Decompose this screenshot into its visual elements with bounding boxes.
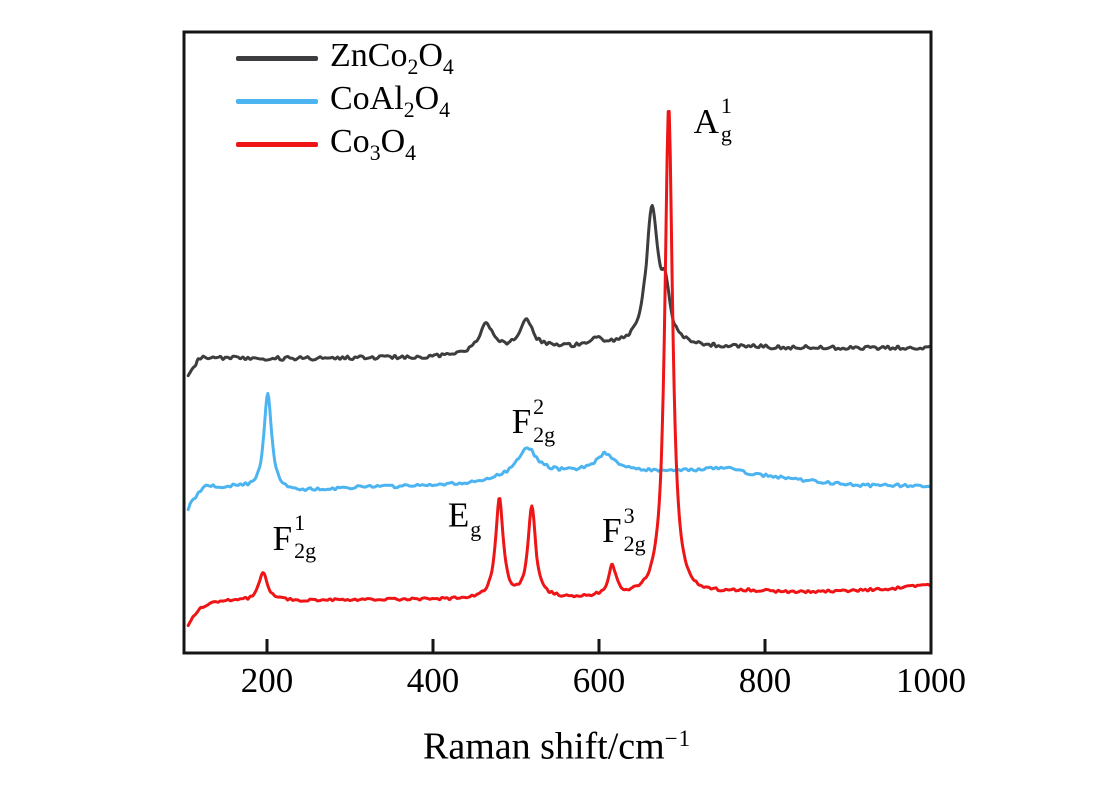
x-tick-label-200: 200 bbox=[240, 661, 294, 700]
legend-item-CoAl2O4: CoAl2O4 bbox=[236, 79, 454, 122]
peak-label-F32g: F 3 2g bbox=[602, 502, 646, 556]
legend-item-Co3O4: Co3O4 bbox=[236, 122, 454, 165]
peak-label-symbol: F bbox=[602, 511, 622, 551]
peak-label-symbol: F bbox=[511, 402, 532, 442]
peak-label-F12g: F 1 2g bbox=[272, 510, 317, 564]
legend: ZnCo2O4 CoAl2O4 Co3O4 bbox=[236, 36, 454, 165]
legend-label: ZnCo2O4 bbox=[330, 36, 454, 79]
legend-label: Co3O4 bbox=[330, 122, 416, 165]
peak-label-F22g: F 2 2g bbox=[511, 393, 556, 447]
peak-label-symbol: F bbox=[272, 518, 293, 558]
peak-label-scripts: 2 2g bbox=[533, 393, 556, 447]
spectrum-line-Co3O4 bbox=[186, 110, 931, 627]
x-tick-label-400: 400 bbox=[406, 661, 460, 700]
legend-swatch bbox=[236, 56, 318, 61]
legend-item-ZnCo2O4: ZnCo2O4 bbox=[236, 36, 454, 79]
x-tick-label-600: 600 bbox=[572, 661, 626, 700]
x-tick-label-800: 800 bbox=[738, 661, 792, 700]
x-axis-title: Raman shift/cm−1 bbox=[423, 726, 691, 768]
peak-label-scripts: 1 2g bbox=[294, 510, 317, 564]
x-axis-title-exponent: −1 bbox=[664, 726, 691, 751]
x-axis-title-text: Raman shift/cm bbox=[423, 725, 665, 768]
spectrum-line-CoAl2O4 bbox=[186, 392, 931, 512]
peak-label-symbol: E bbox=[447, 495, 470, 535]
legend-label: CoAl2O4 bbox=[330, 79, 450, 122]
plot-frame bbox=[182, 30, 933, 655]
peak-label-subscript: g bbox=[470, 516, 482, 542]
peak-label-symbol: A bbox=[693, 101, 719, 141]
legend-swatch bbox=[236, 99, 318, 104]
x-tick-label-1000: 1000 bbox=[896, 661, 966, 700]
legend-swatch bbox=[236, 142, 318, 147]
peak-label-scripts: 3 2g bbox=[623, 502, 646, 556]
spectrum-line-ZnCo2O4 bbox=[186, 204, 931, 378]
